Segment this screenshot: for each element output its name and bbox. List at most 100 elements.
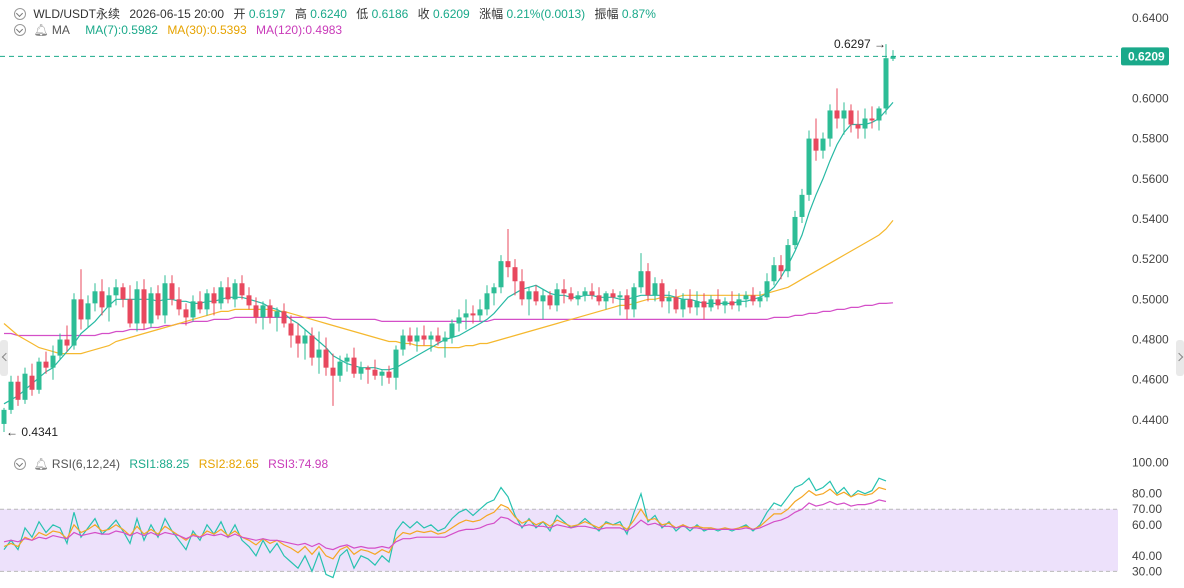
candle-body [183, 309, 189, 318]
low-label: 低 [356, 7, 369, 21]
candle-body [456, 317, 462, 324]
candle-body [141, 289, 147, 324]
candle-body [778, 265, 784, 272]
candle-body [561, 289, 567, 294]
candle-body [610, 293, 616, 298]
candle-body [435, 335, 441, 342]
amplitude-value: 0.87% [621, 7, 656, 21]
candle-body [855, 124, 861, 129]
rsi-bell-icon[interactable]: 🔔︎ [33, 457, 49, 471]
candle-body [281, 311, 287, 324]
candle-body [428, 335, 434, 340]
candle-body [302, 335, 308, 344]
candle-body [22, 373, 28, 400]
candle-body [862, 118, 868, 129]
candle-body [694, 301, 700, 308]
price-tick-label: 0.6000 [1132, 91, 1169, 105]
candle-body [540, 295, 546, 302]
ma-legend: 🔔︎ MA MA(7):0.5982 MA(30):0.5393 MA(120)… [14, 23, 342, 37]
candle-body [36, 361, 42, 390]
candle-body [92, 291, 98, 304]
candle-body [666, 297, 672, 302]
scroll-right-icon[interactable] [1176, 340, 1184, 376]
candle-body [372, 369, 378, 376]
candle-body [218, 287, 224, 304]
candle-body [820, 138, 826, 151]
rsi-tick-label: 70.00 [1132, 502, 1162, 516]
open-value: 0.6197 [248, 7, 286, 21]
candle-body [491, 287, 497, 294]
candle-body [624, 295, 630, 310]
collapse-rsi-icon[interactable] [14, 458, 26, 470]
candle-body [799, 194, 805, 217]
datetime-label: 2026-06-15 20:00 [129, 7, 225, 21]
price-tick-label: 0.5200 [1132, 252, 1169, 266]
rsi3-value: RSI3:74.98 [268, 457, 329, 471]
candle-body [680, 299, 686, 310]
candle-body [589, 291, 595, 296]
candle-body [393, 349, 399, 378]
candle-body [659, 283, 665, 302]
candle-body [477, 309, 483, 316]
ohlc-header: WLD/USDT永续 2026-06-15 20:00 开 0.6197 高 0… [14, 5, 656, 22]
candle-body [498, 261, 504, 288]
rsi-indicator-name: RSI(6,12,24) [51, 457, 120, 471]
candle-body [99, 291, 105, 308]
candle-body [337, 361, 343, 376]
candle-body [148, 293, 154, 324]
candle-body [267, 305, 273, 318]
candle-body [246, 295, 252, 306]
rsi-tick-label: 80.00 [1132, 487, 1162, 501]
candle-body [190, 301, 196, 318]
candle-body [708, 299, 714, 308]
collapse-icon[interactable] [14, 8, 26, 20]
rsi-series-line-rsi2 [3, 486, 887, 560]
candle-body [127, 299, 133, 324]
min-price-marker: ← 0.4341 [6, 425, 58, 439]
candle-body [344, 357, 350, 362]
candle-body [505, 261, 511, 268]
candle-body [750, 295, 756, 302]
scroll-left-icon[interactable] [0, 340, 8, 376]
candle-body [883, 58, 889, 109]
price-tick-label: 0.6400 [1132, 11, 1169, 25]
rsi-tick-label: 100.00 [1132, 456, 1169, 470]
rsi-tick-label: 60.00 [1132, 518, 1162, 532]
candle-body [64, 339, 70, 346]
candle-body [876, 108, 882, 121]
candle-body [106, 295, 112, 308]
close-value: 0.6209 [433, 7, 470, 21]
rsi-tick-label: 40.00 [1132, 549, 1162, 563]
candle-body [295, 335, 301, 344]
candle-body [512, 267, 518, 282]
candle-body [582, 291, 588, 296]
price-tick-label: 0.4800 [1132, 333, 1169, 347]
candle-body [414, 335, 420, 342]
candle-body [113, 287, 119, 296]
candle-body [365, 367, 371, 370]
candle-body [617, 295, 623, 298]
candle-body [211, 293, 217, 304]
rsi1-value: RSI1:88.25 [129, 457, 190, 471]
candle-body [421, 335, 427, 340]
price-tick-label: 0.5400 [1132, 212, 1169, 226]
candle-body [526, 291, 532, 300]
collapse-ma-icon[interactable] [14, 24, 26, 36]
candle-body [603, 293, 609, 302]
candle-body [288, 323, 294, 336]
bell-icon[interactable]: 🔔︎ [33, 23, 49, 37]
ma120-value: MA(120):0.4983 [256, 23, 343, 37]
high-value: 0.6240 [310, 7, 347, 21]
candle-body [652, 283, 658, 296]
candle-body [15, 381, 21, 400]
amplitude-label: 振幅 [594, 7, 619, 21]
current-price-label: 0.6209 [1128, 49, 1165, 63]
candle-body [176, 299, 182, 310]
candle-body [134, 289, 140, 324]
candle-body [239, 283, 245, 296]
candle-body [484, 293, 490, 310]
candle-body [631, 287, 637, 310]
candle-body [722, 301, 728, 306]
candle-body [197, 301, 203, 310]
